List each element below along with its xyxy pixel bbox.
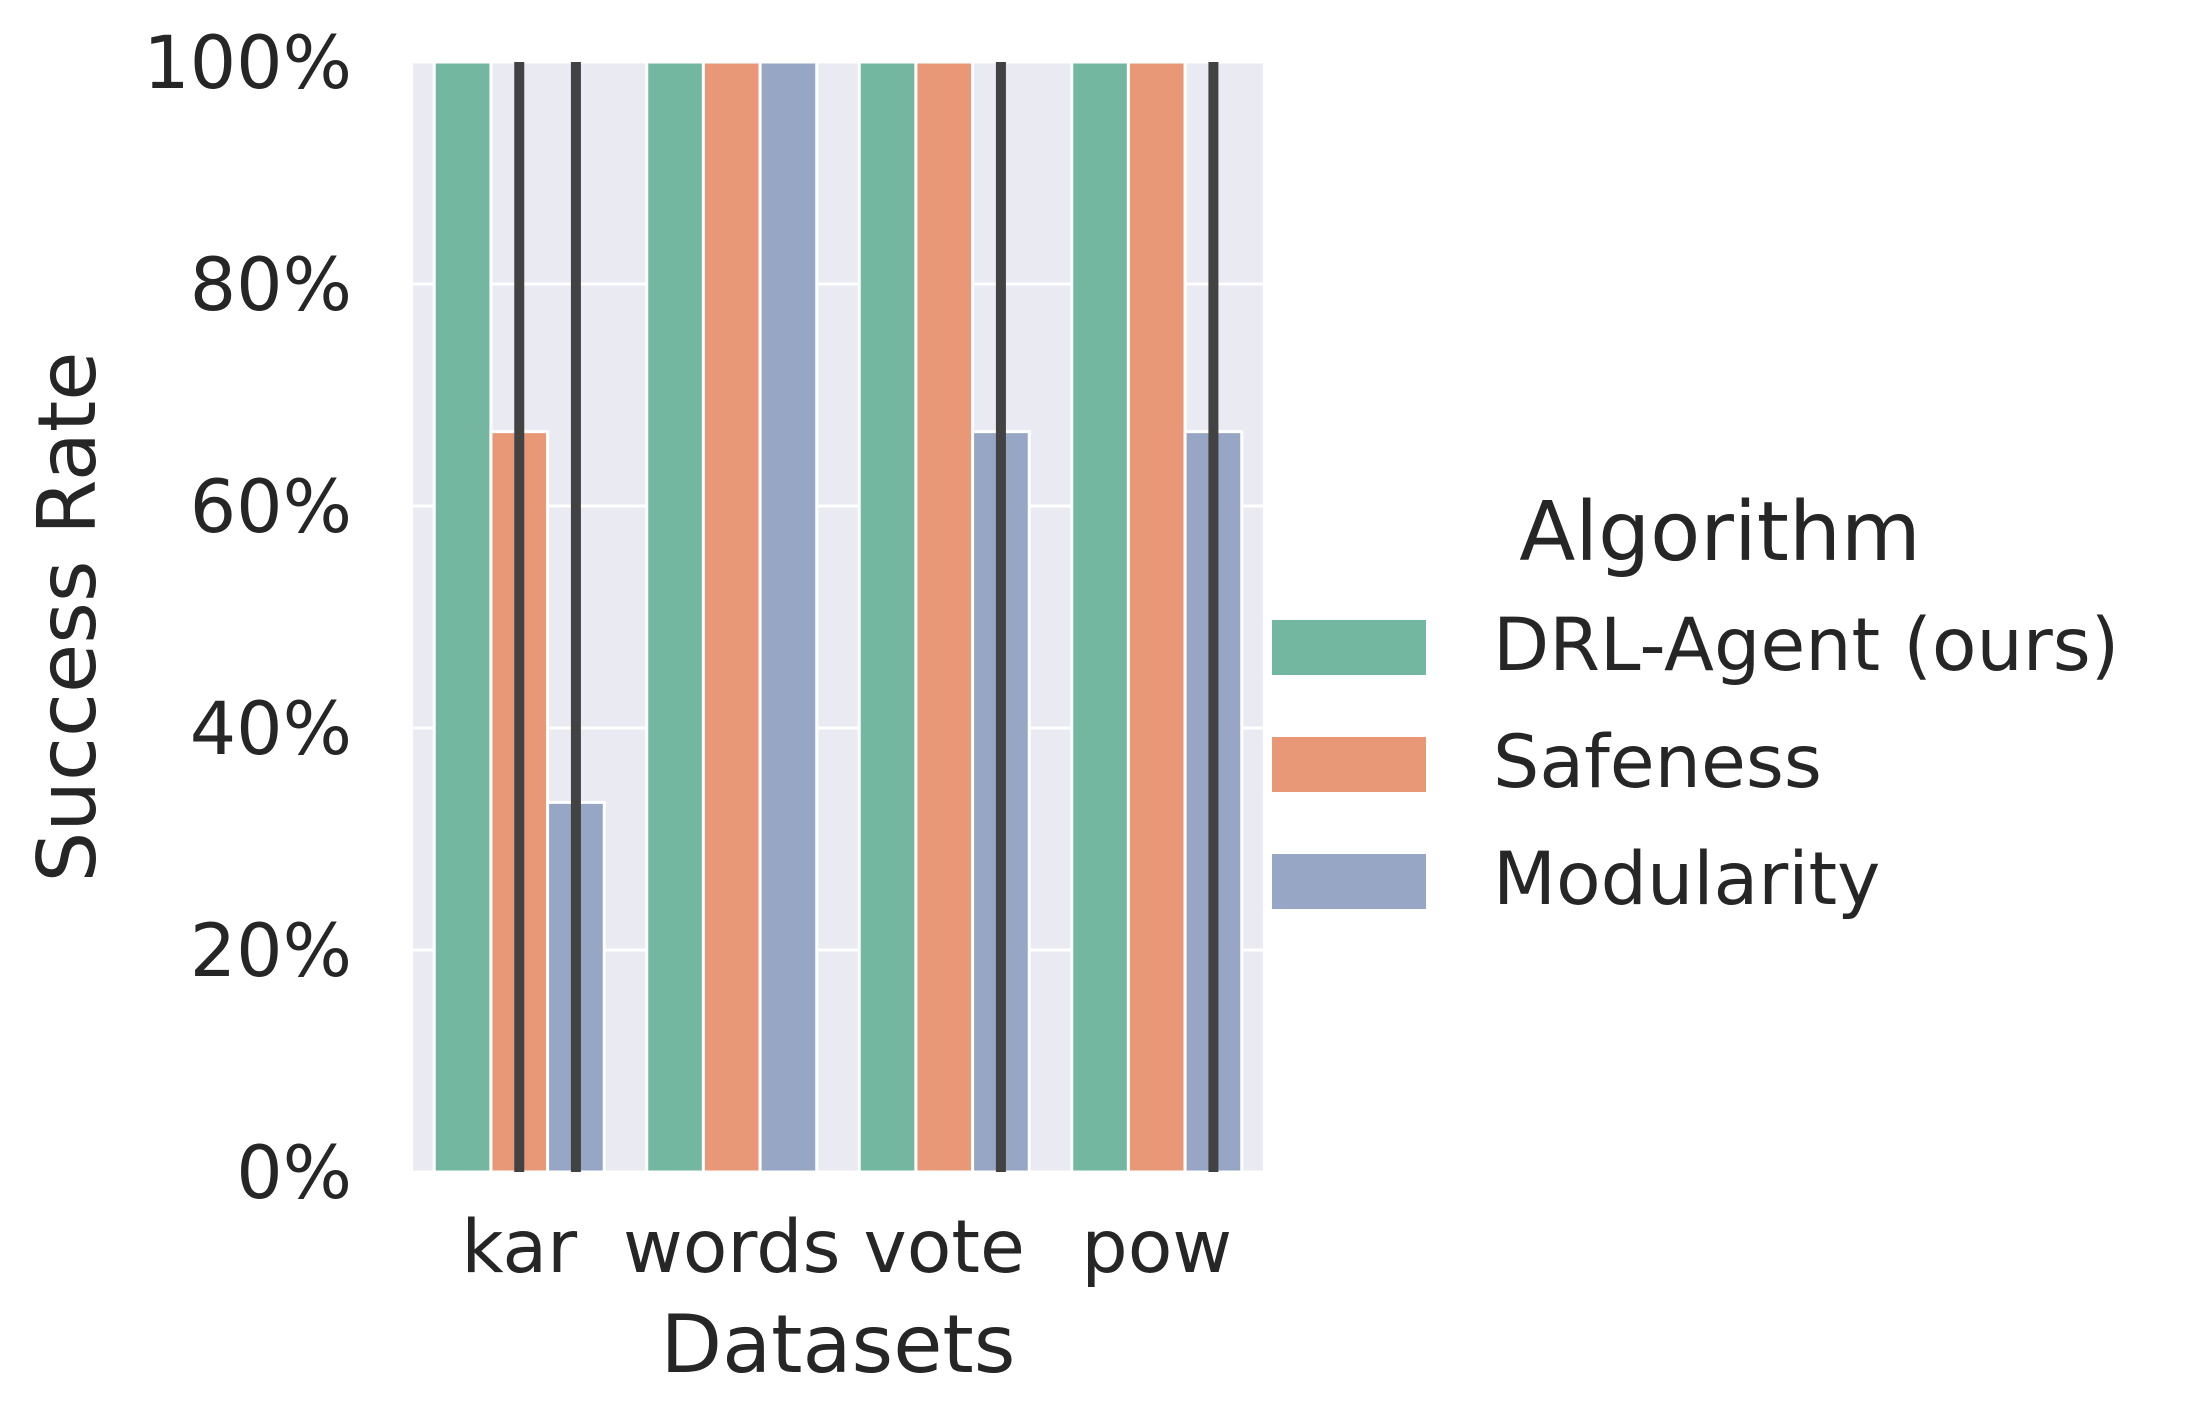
bar-drl-agent-ours--kar xyxy=(432,60,493,1174)
y-tick-label: 40% xyxy=(190,687,352,772)
y-tick-label: 100% xyxy=(143,21,352,106)
x-tick-label: vote xyxy=(864,1205,1025,1290)
bar-drl-agent-ours--vote xyxy=(857,60,918,1174)
x-tick-label: words xyxy=(623,1205,840,1290)
legend-swatch xyxy=(1272,620,1426,675)
legend-swatch xyxy=(1272,737,1426,792)
y-tick-labels: 0% 20% 40% 60% 80% 100% xyxy=(143,21,352,1216)
legend-label: Modularity xyxy=(1493,837,1880,922)
error-bars xyxy=(514,62,1219,1172)
x-tick-labels: kar words vote pow xyxy=(461,1205,1232,1290)
y-tick-label: 80% xyxy=(190,243,352,328)
x-axis-label: Datasets xyxy=(661,1298,1016,1391)
bar-drl-agent-ours--words xyxy=(645,60,705,1174)
y-tick-label: 0% xyxy=(236,1131,352,1216)
bar-safeness-vote xyxy=(914,60,975,1174)
x-tick-label: kar xyxy=(461,1205,578,1290)
x-tick-label: pow xyxy=(1081,1205,1232,1290)
bar-modularity-words xyxy=(758,60,819,1174)
y-axis-label: Success Rate xyxy=(21,352,114,883)
y-tick-label: 20% xyxy=(190,909,352,994)
y-tick-label: 60% xyxy=(190,465,352,550)
bar-safeness-words xyxy=(701,60,762,1174)
legend-label: Safeness xyxy=(1493,720,1822,805)
legend-label: DRL-Agent (ours) xyxy=(1493,603,2119,688)
legend-swatch xyxy=(1272,854,1426,909)
bar-safeness-pow xyxy=(1126,60,1187,1174)
legend-title: Algorithm xyxy=(1519,485,1921,580)
legend: Algorithm DRL-Agent (ours) Safeness Modula… xyxy=(1272,485,2119,922)
bar-drl-agent-ours--pow xyxy=(1070,60,1130,1174)
bars xyxy=(432,60,1244,1174)
